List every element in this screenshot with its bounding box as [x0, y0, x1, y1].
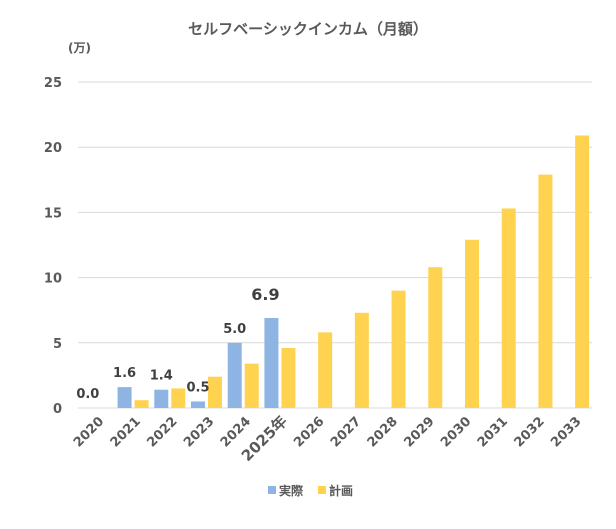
bar-actual-2022: [154, 389, 169, 408]
legend-swatch-1: [318, 486, 326, 494]
bar-actual-2025年: [264, 318, 279, 408]
y-tick-label: 10: [44, 272, 62, 287]
bar-plan-2025年: [281, 348, 296, 408]
x-tick-label: 2022: [144, 414, 180, 450]
y-unit-label: (万): [68, 41, 91, 55]
bar-actual-2024: [227, 342, 242, 408]
y-tick-label: 20: [44, 141, 62, 156]
x-tick-label: 2030: [438, 414, 474, 450]
bar-plan-2024: [244, 363, 259, 408]
data-label-actual: 6.9: [251, 285, 279, 304]
bar-plan-2030: [465, 239, 479, 408]
bar-plan-2026: [318, 332, 333, 408]
data-label-actual: 0.0: [76, 387, 99, 402]
bar-plan-2032: [538, 174, 553, 408]
x-tick-label: 2032: [512, 414, 548, 450]
bar-plan-2029: [428, 267, 443, 408]
legend: 実際 計画: [268, 483, 353, 498]
legend-swatch-0: [268, 486, 276, 494]
x-tick-label: 2023: [181, 414, 217, 450]
legend-label: 計画: [329, 483, 353, 498]
x-tick-label: 2026: [291, 414, 327, 450]
x-tick-label: 2027: [328, 414, 364, 450]
y-tick-label: 15: [44, 206, 62, 221]
data-label-actual: 1.4: [150, 369, 173, 384]
y-axis-ticks: 0 5 10 15 20 25: [44, 76, 62, 417]
bar-plan-2022: [171, 388, 186, 408]
y-tick-label: 25: [44, 76, 62, 91]
chart-title: セルフベーシックインカム（月額）: [188, 20, 428, 38]
data-label-actual: 0.5: [186, 380, 209, 395]
x-tick-label: 2020: [71, 414, 107, 450]
bar-plan-2031: [501, 208, 516, 408]
bar-plan-2027: [354, 312, 369, 408]
x-tick-label: 2021: [108, 414, 144, 450]
bar-plan-2033: [575, 135, 590, 409]
legend-label: 実際: [279, 483, 304, 498]
bar-plan-2028: [391, 290, 406, 408]
y-tick-label: 0: [53, 402, 62, 417]
bar-actual-2021: [117, 387, 132, 408]
x-tick-label: 2031: [475, 414, 511, 450]
x-tick-label: 2028: [365, 414, 401, 450]
bar-plan-2021: [134, 400, 149, 408]
x-tick-label: 2029: [401, 414, 437, 450]
bar-actual-2023: [191, 401, 205, 408]
x-tick-label: 2033: [548, 414, 584, 450]
data-labels: 0.0 1.6 1.4 0.5 5.0 6.9: [76, 285, 279, 402]
data-label-actual: 1.6: [113, 366, 136, 381]
bars: [117, 135, 590, 409]
data-label-actual: 5.0: [223, 322, 246, 337]
y-tick-label: 5: [53, 337, 62, 352]
bar-plan-2023: [208, 376, 222, 408]
